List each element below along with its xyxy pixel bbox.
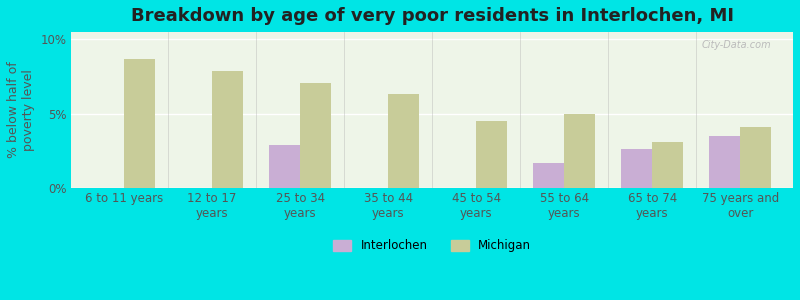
Bar (710, 136, 740, 188)
Bar (564, 114, 595, 188)
Bar (652, 142, 683, 188)
Bar (388, 94, 419, 188)
Bar (124, 59, 155, 188)
Bar (270, 145, 300, 188)
Bar (622, 149, 652, 188)
Legend: Interlochen, Michigan: Interlochen, Michigan (329, 235, 536, 257)
Bar (740, 127, 771, 188)
Bar (534, 163, 564, 188)
Title: Breakdown by age of very poor residents in Interlochen, MI: Breakdown by age of very poor residents … (130, 7, 734, 25)
Bar (300, 82, 331, 188)
Y-axis label: % below half of
poverty level: % below half of poverty level (7, 62, 35, 158)
Bar (212, 71, 243, 188)
Bar (476, 121, 507, 188)
Text: City-Data.com: City-Data.com (702, 40, 771, 50)
